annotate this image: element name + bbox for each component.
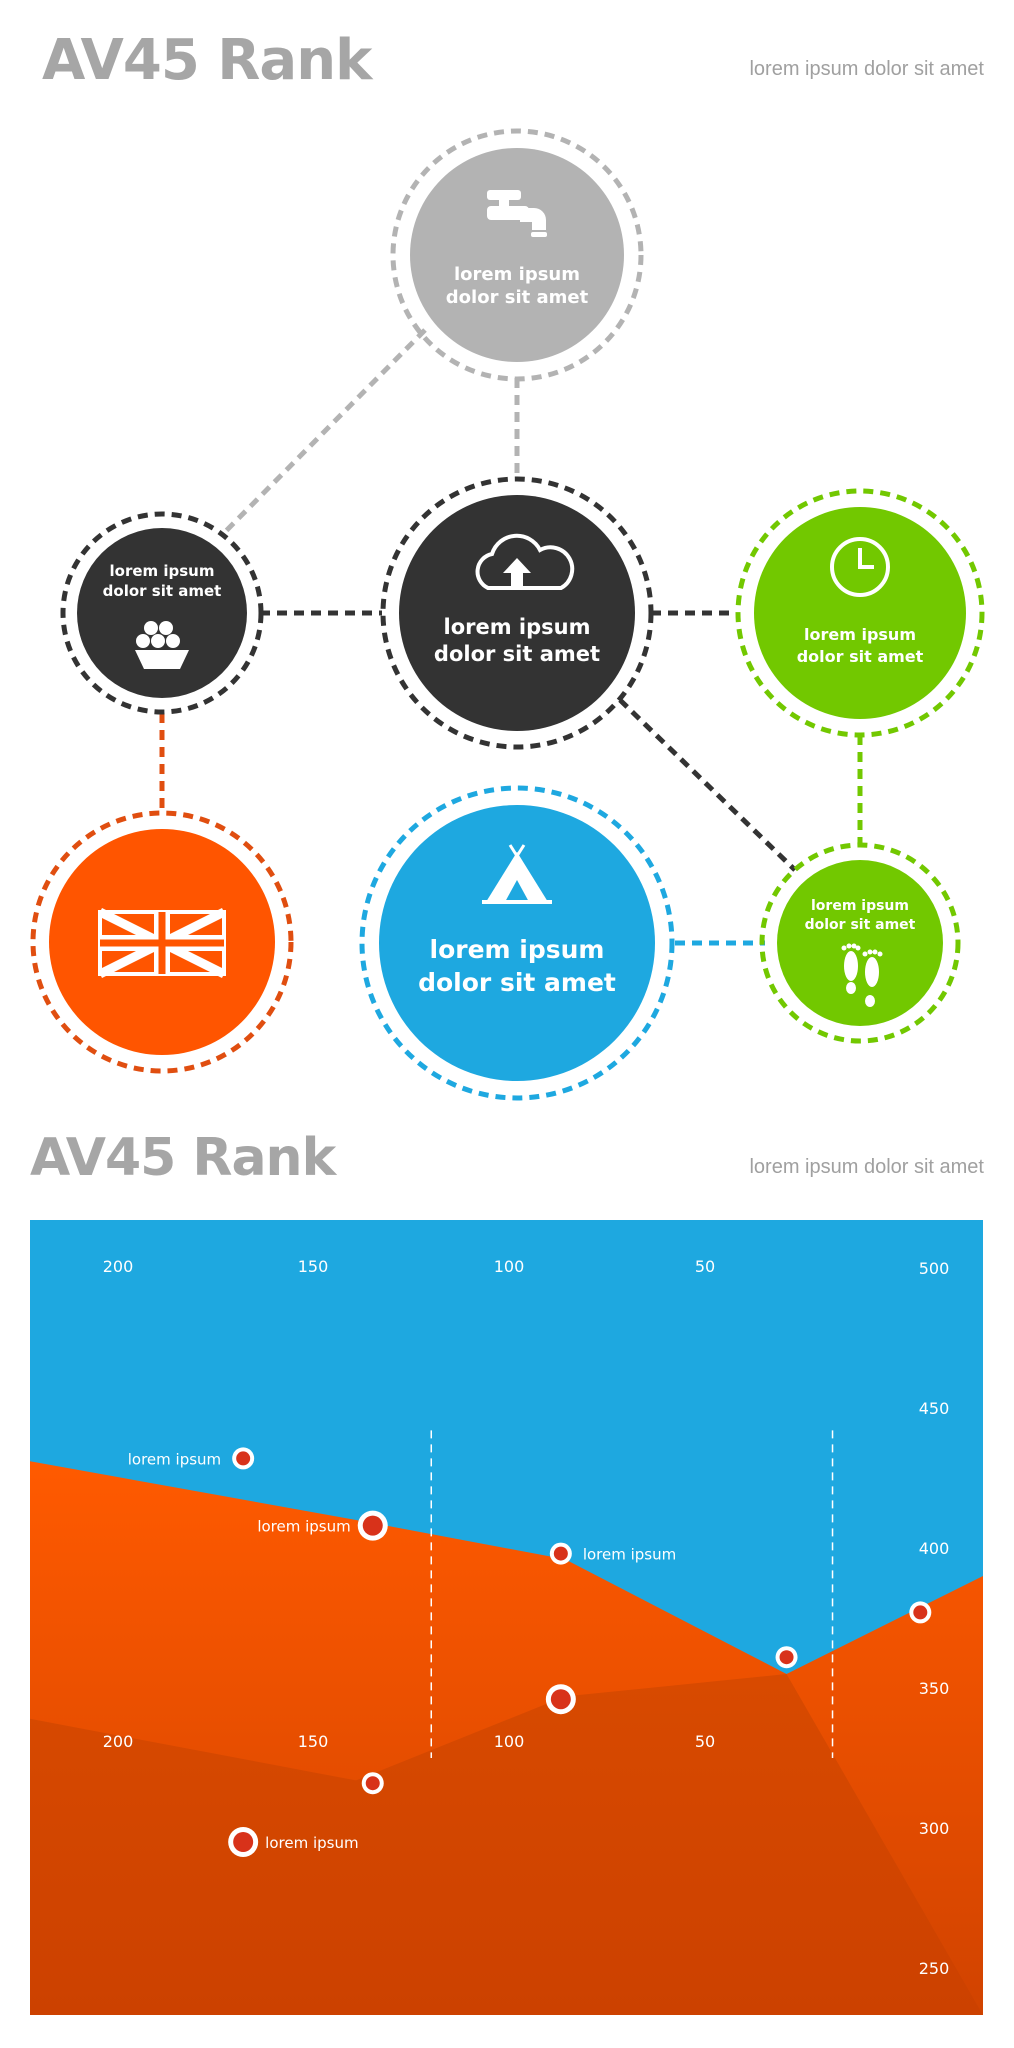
- y-tick-label: 400: [919, 1539, 950, 1558]
- node-clock-label-1: lorem ipsum: [804, 625, 916, 644]
- data-point-label: lorem ipsum: [128, 1450, 221, 1468]
- data-point-label: lorem ipsum: [265, 1834, 358, 1852]
- node-tent: lorem ipsum dolor sit amet: [359, 785, 675, 1101]
- cloud-upload-icon: [475, 533, 575, 590]
- basket-icon: [135, 621, 189, 669]
- connector-faucet-basket: [220, 328, 427, 537]
- data-point-marker: [228, 1827, 259, 1857]
- y-tick-label: 250: [919, 1959, 950, 1978]
- node-basket: lorem ipsum dolor sit amet: [60, 511, 264, 715]
- node-basket-label-1: lorem ipsum: [110, 562, 215, 580]
- network-diagram: lorem ipsum dolor sit amet lorem ipsum d…: [30, 128, 985, 1101]
- node-tent-label-2: dolor sit amet: [418, 968, 616, 997]
- x-tick-label-mid: 150: [298, 1732, 329, 1751]
- y-tick-label: 500: [919, 1259, 950, 1278]
- page-subtitle: lorem ipsum dolor sit amet: [749, 58, 984, 80]
- y-tick-label: 450: [919, 1399, 950, 1418]
- x-tick-label-top: 50: [695, 1257, 715, 1276]
- node-faucet: lorem ipsum dolor sit amet: [390, 128, 644, 382]
- uk-flag-icon: [97, 907, 227, 979]
- node-cloud: lorem ipsum dolor sit amet: [380, 476, 654, 750]
- page-title: AV45 Rank: [42, 28, 372, 93]
- x-tick-label-mid: 50: [695, 1732, 715, 1751]
- node-flag: [30, 810, 294, 1074]
- node-clock: lorem ipsum dolor sit amet: [735, 488, 985, 738]
- data-point-marker: [545, 1684, 576, 1715]
- x-tick-label-top: 100: [494, 1257, 525, 1276]
- node-feet: lorem ipsum dolor sit amet: [759, 842, 961, 1044]
- footprints-icon: [841, 943, 883, 1007]
- data-point-label: lorem ipsum: [583, 1546, 676, 1564]
- tent-icon: [482, 844, 552, 904]
- data-point-marker: [232, 1447, 255, 1470]
- area-series-2: [30, 1674, 983, 2015]
- chart-title: AV45 Rank: [30, 1128, 336, 1188]
- connector-cloud-feet: [618, 698, 797, 872]
- node-faucet-label-2: dolor sit amet: [446, 287, 589, 308]
- y-tick-label: 300: [919, 1819, 950, 1838]
- x-tick-label-mid: 100: [494, 1732, 525, 1751]
- x-tick-label-top: 150: [298, 1257, 329, 1276]
- x-tick-label-top: 200: [103, 1257, 134, 1276]
- data-point-label: lorem ipsum: [257, 1518, 350, 1536]
- node-feet-label-1: lorem ipsum: [811, 898, 909, 914]
- node-cloud-label-1: lorem ipsum: [444, 615, 591, 639]
- rank-area-chart: 200 150 100 50 200 150 100 50 500 450 400 350 300 2…: [30, 1220, 983, 2015]
- data-point-marker: [775, 1646, 798, 1669]
- node-basket-label-2: dolor sit amet: [103, 582, 222, 600]
- x-tick-label-mid: 200: [103, 1732, 134, 1751]
- data-point-marker: [361, 1772, 384, 1795]
- node-feet-label-2: dolor sit amet: [805, 917, 916, 933]
- y-tick-label: 350: [919, 1679, 950, 1698]
- data-point-marker: [549, 1542, 572, 1565]
- node-tent-label-1: lorem ipsum: [430, 935, 605, 964]
- node-cloud-label-2: dolor sit amet: [434, 642, 600, 666]
- chart-subtitle: lorem ipsum dolor sit amet: [749, 1156, 984, 1178]
- faucet-icon: [487, 190, 547, 237]
- node-clock-label-2: dolor sit amet: [797, 647, 924, 666]
- node-faucet-label-1: lorem ipsum: [454, 264, 580, 285]
- clock-icon: [830, 537, 890, 597]
- data-point-marker: [357, 1510, 388, 1541]
- data-point-marker: [909, 1601, 932, 1624]
